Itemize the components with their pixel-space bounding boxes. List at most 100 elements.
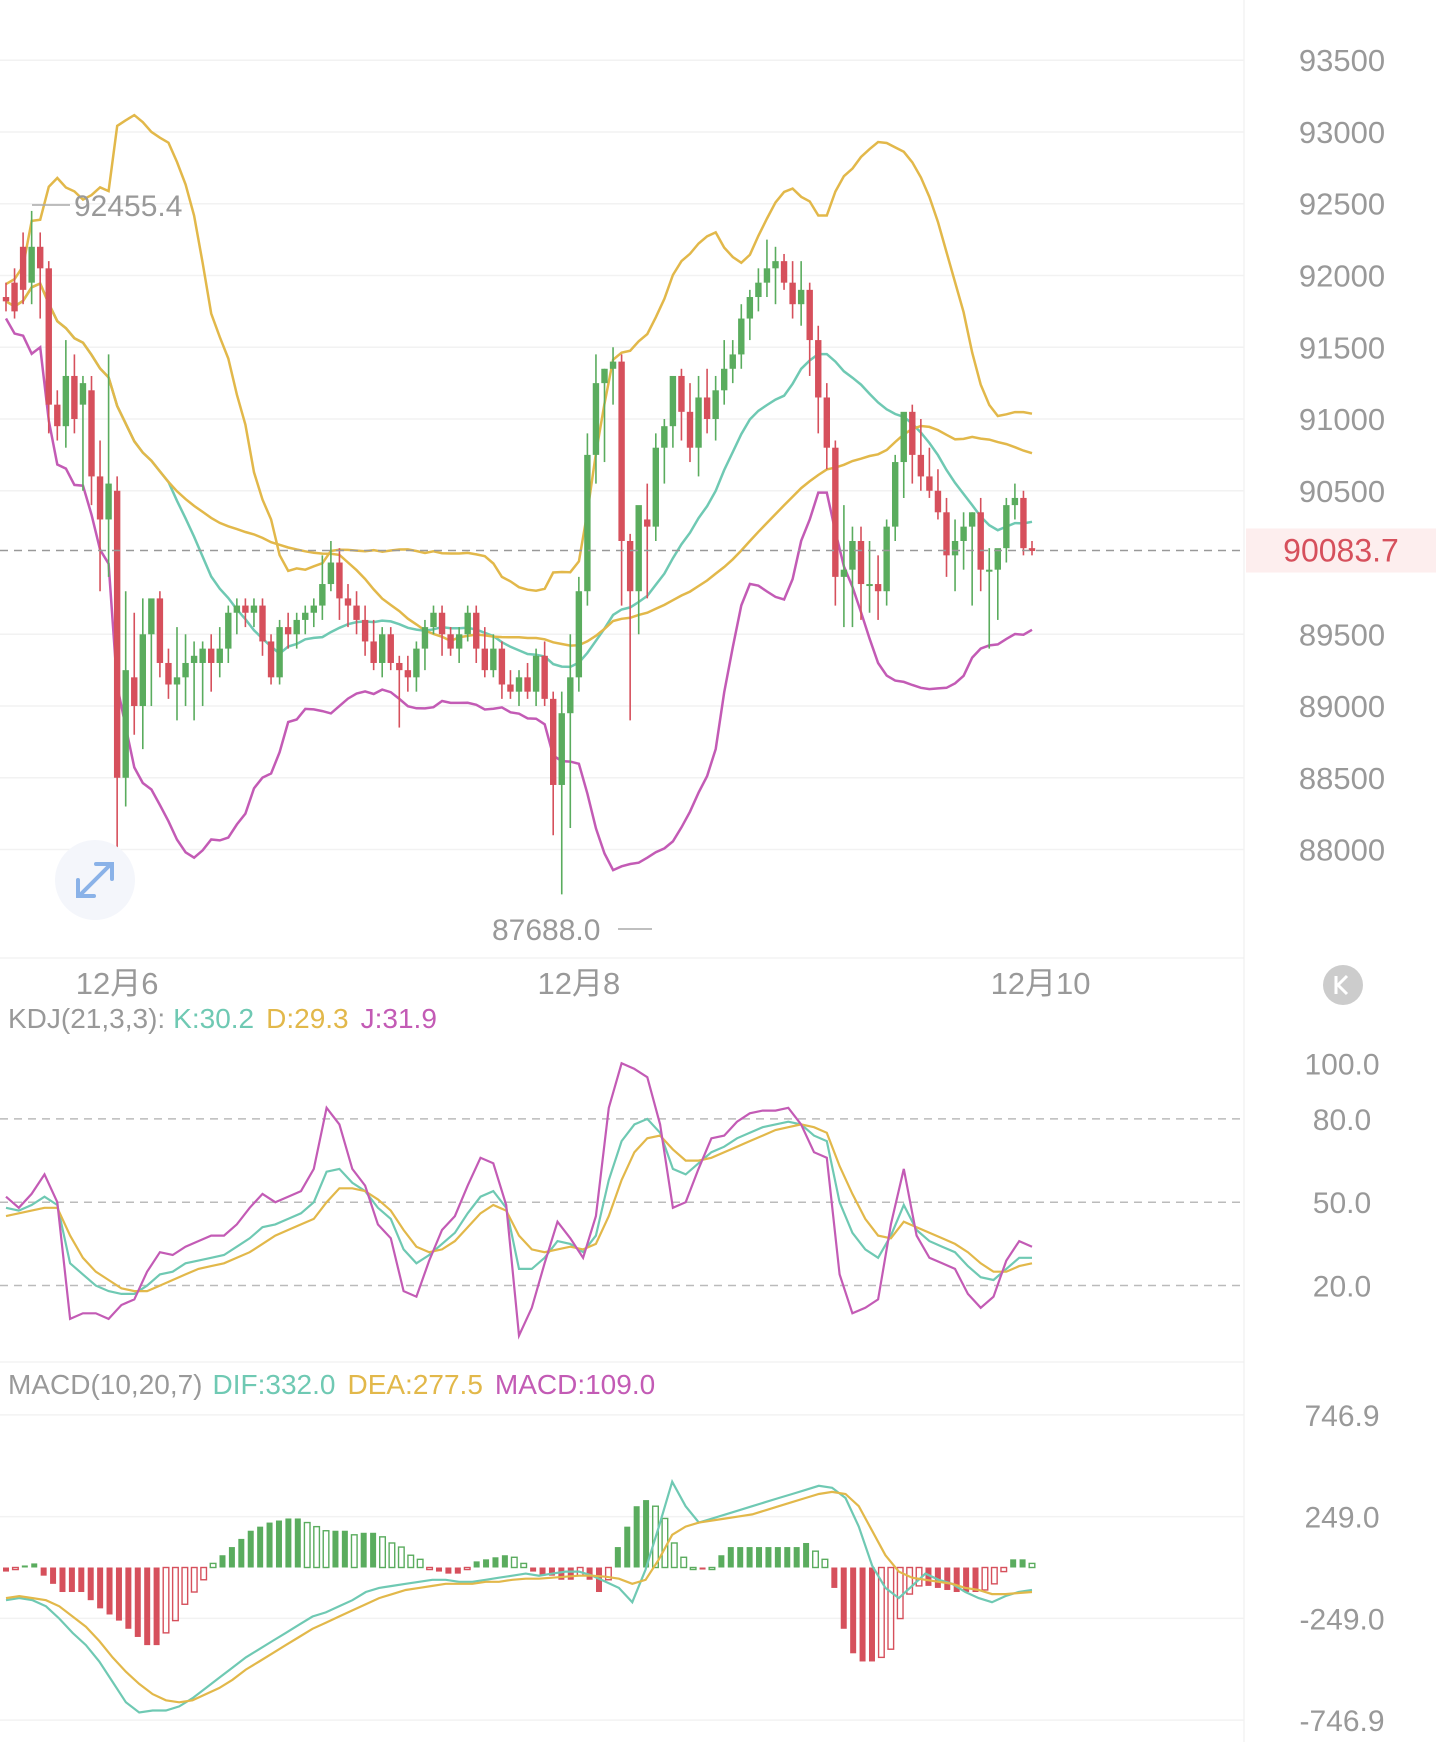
macd-bar — [285, 1518, 292, 1568]
candle — [344, 584, 352, 628]
macd-bar — [906, 1566, 914, 1595]
candle-body — [464, 612, 471, 635]
candle — [738, 304, 745, 369]
candle-body — [678, 375, 685, 412]
candle-body — [755, 282, 762, 298]
candle — [729, 340, 736, 384]
candle — [1011, 483, 1019, 520]
collapse-toggle-bg[interactable] — [1323, 965, 1363, 1005]
candle — [379, 627, 386, 678]
macd-bar — [322, 1530, 330, 1569]
macd-bar — [530, 1567, 537, 1572]
candle-body — [524, 677, 531, 692]
macd-bar — [972, 1567, 979, 1593]
candle — [370, 619, 377, 671]
candlesticks — [2, 210, 1036, 895]
kdj-legend: KDJ(21,3,3): K:30.2 D:29.3 J:31.9 — [8, 1003, 437, 1034]
candle — [857, 526, 865, 620]
time-tick-label: 12月8 — [537, 966, 620, 1001]
candle-body — [344, 598, 352, 606]
macd-bar — [294, 1518, 301, 1568]
macd-bar — [407, 1554, 415, 1569]
expand-button[interactable] — [55, 840, 135, 920]
candle — [960, 512, 967, 570]
candle — [498, 641, 506, 699]
candle — [515, 670, 523, 707]
macd-bar — [144, 1567, 151, 1646]
candle-body — [199, 648, 206, 663]
macd-bar — [746, 1547, 753, 1568]
candle-body — [943, 512, 950, 556]
candle-body — [712, 390, 719, 420]
candle-body — [703, 397, 711, 420]
macd-dif-line — [5, 1478, 1033, 1714]
candle — [866, 540, 873, 613]
current-price-label: 90083.7 — [1283, 533, 1399, 569]
macd-bar — [689, 1566, 697, 1571]
macd-bar — [483, 1559, 490, 1568]
candle-body — [900, 411, 907, 463]
candle-body — [883, 526, 890, 592]
candle — [105, 354, 112, 577]
candle — [250, 598, 258, 628]
candle-body — [661, 426, 668, 448]
macd-bar — [153, 1567, 160, 1646]
candle — [994, 548, 1001, 620]
macd-bar — [633, 1506, 640, 1568]
candle — [225, 605, 232, 663]
macd-tick-label: 249.0 — [1304, 1502, 1379, 1535]
candle — [652, 433, 659, 541]
macd-bar — [50, 1567, 57, 1584]
candle — [780, 253, 788, 290]
collapse-toggle-button[interactable] — [1323, 965, 1363, 1005]
candle — [601, 368, 608, 463]
macd-bar — [125, 1567, 132, 1629]
macd-bar — [492, 1557, 499, 1568]
chevron-left-icon — [1335, 974, 1349, 996]
candle — [173, 627, 181, 721]
candle — [122, 591, 129, 807]
price-tick-label: 91500 — [1299, 330, 1385, 365]
candle — [139, 598, 146, 750]
macd-bar — [87, 1567, 94, 1601]
candle — [361, 605, 369, 656]
macd-bar — [821, 1558, 829, 1569]
candle-body — [113, 490, 121, 778]
candle-body — [165, 662, 172, 685]
expand-icon — [76, 862, 114, 898]
time-tick-label: 12月10 — [991, 966, 1091, 1001]
macd-bar — [887, 1566, 895, 1650]
candle-body — [772, 261, 779, 269]
candle-body — [19, 246, 27, 290]
candle-body — [208, 648, 215, 663]
time-tick-label: 12月6 — [76, 966, 159, 1001]
macd-bar — [774, 1547, 781, 1568]
candle-body — [2, 297, 10, 302]
candle — [755, 268, 762, 312]
macd-axis: 746.9 249.0 -249.0 -746.9 — [1299, 1400, 1384, 1738]
candle-body — [832, 447, 839, 577]
macd-bar — [765, 1547, 772, 1568]
price-tick-label: 92500 — [1299, 187, 1385, 222]
macd-bar — [209, 1562, 217, 1569]
macd-bar — [624, 1526, 631, 1568]
candle-body — [721, 368, 728, 391]
candle — [832, 440, 839, 606]
candle — [156, 591, 164, 678]
macd-bar — [567, 1567, 574, 1580]
macd-bar — [171, 1566, 179, 1622]
macd-bar — [1019, 1559, 1026, 1568]
candle-body — [88, 390, 95, 477]
candle — [968, 512, 976, 606]
candle-body — [652, 447, 659, 527]
high-annotation: 92455.4 — [74, 190, 182, 223]
candle — [789, 261, 796, 319]
candle — [874, 555, 882, 620]
macd-bar — [831, 1567, 838, 1588]
macd-bar — [332, 1530, 339, 1568]
candle — [88, 375, 95, 506]
candle-body — [532, 655, 540, 692]
candle-body — [233, 605, 241, 613]
candle — [635, 505, 642, 635]
